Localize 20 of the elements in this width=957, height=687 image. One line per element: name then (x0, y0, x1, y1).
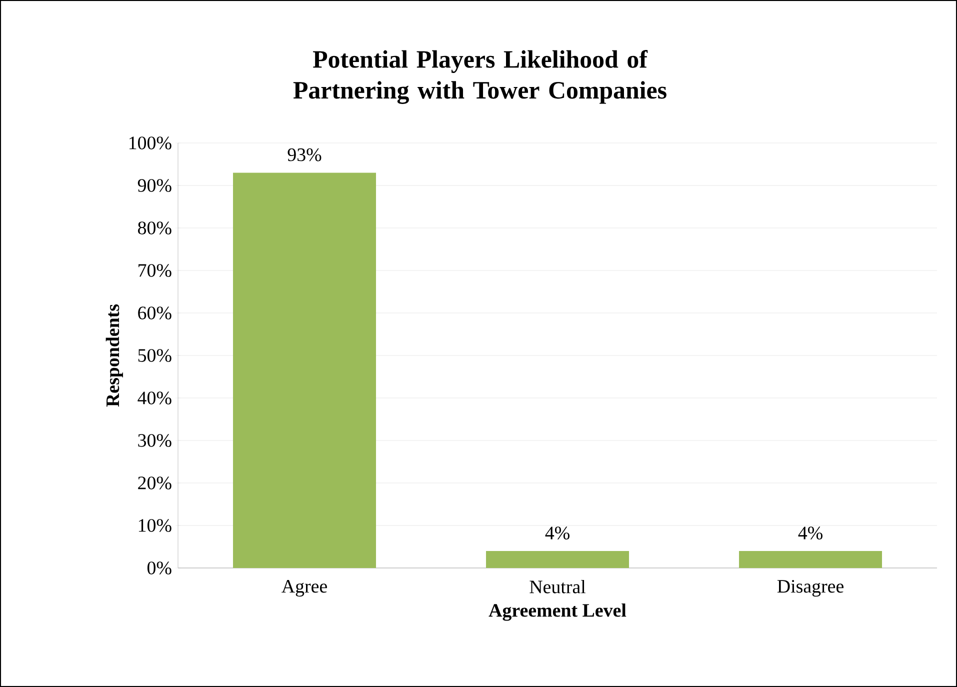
data-label: 4% (798, 526, 822, 540)
y-tick-label: 100% (129, 136, 172, 150)
y-tick-label: 90% (138, 179, 172, 192)
y-tick-label: 80% (138, 222, 172, 234)
chart-title: Potential Players Likelihood of Partnering with Tower Companies (293, 50, 666, 104)
y-tick-label: 40% (138, 392, 172, 404)
y-tick-label: 0% (147, 562, 172, 574)
y-tick-label: 50% (138, 349, 172, 362)
y-tick-label: 20% (138, 476, 172, 490)
y-tick-label: 10% (138, 519, 172, 532)
data-label: 93% (288, 148, 322, 162)
y-tick-label: 60% (138, 306, 172, 320)
x-tick-label: Disagree (777, 580, 844, 597)
y-axis-title: Respondents (106, 304, 123, 407)
x-axis-title: Agreement Level (488, 603, 626, 621)
x-tick-label: Agree (282, 580, 327, 597)
y-tick-label: 70% (138, 264, 172, 277)
x-tick-label: Neutral (530, 580, 586, 594)
data-label: 4% (545, 526, 570, 540)
y-tick-label: 30% (138, 434, 172, 447)
